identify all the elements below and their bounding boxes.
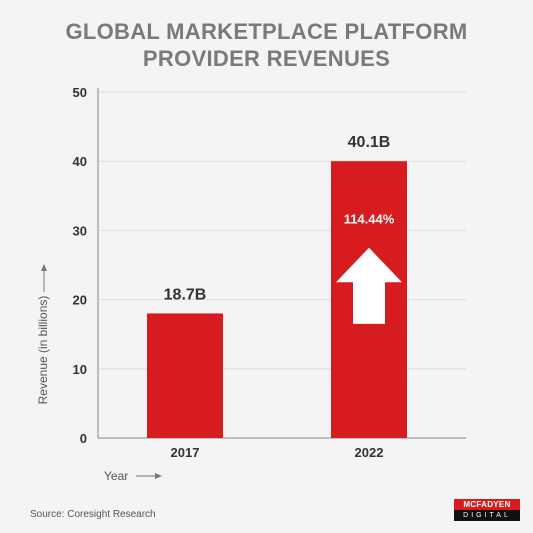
x-tick-label: 2017	[171, 445, 200, 460]
x-tick-label: 2022	[355, 445, 384, 460]
logo-text-top: MCFADYEN	[454, 499, 520, 510]
growth-annotation-label: 114.44%	[344, 211, 395, 226]
y-tick-label: 30	[73, 223, 87, 238]
bar-data-label: 18.7B	[164, 286, 207, 303]
y-axis-label: Revenue (in billions)	[36, 296, 50, 405]
x-axis-label: Year	[104, 469, 128, 483]
brand-logo: MCFADYEN DIGITAL	[454, 499, 520, 521]
up-arrow-icon	[336, 247, 402, 324]
x-axis-arrowhead-icon	[155, 473, 162, 479]
y-tick-label: 50	[73, 85, 87, 100]
bar	[147, 313, 223, 438]
y-tick-label: 10	[73, 362, 87, 377]
y-tick-label: 20	[73, 293, 87, 308]
y-tick-label: 0	[80, 431, 87, 446]
source-note: Source: Coresight Research	[30, 509, 156, 520]
bar-data-label: 40.1B	[348, 134, 391, 151]
chart-title-line-2: PROVIDER REVENUES	[142, 46, 391, 71]
y-tick-label: 40	[73, 154, 87, 169]
y-axis-arrowhead-icon	[41, 264, 47, 271]
chart-title-line-1: GLOBAL MARKETPLACE PLATFORM	[65, 19, 468, 44]
chart-title: GLOBAL MARKETPLACE PLATFORM PROVIDER REV…	[0, 18, 533, 72]
logo-text-bottom: DIGITAL	[463, 512, 511, 519]
